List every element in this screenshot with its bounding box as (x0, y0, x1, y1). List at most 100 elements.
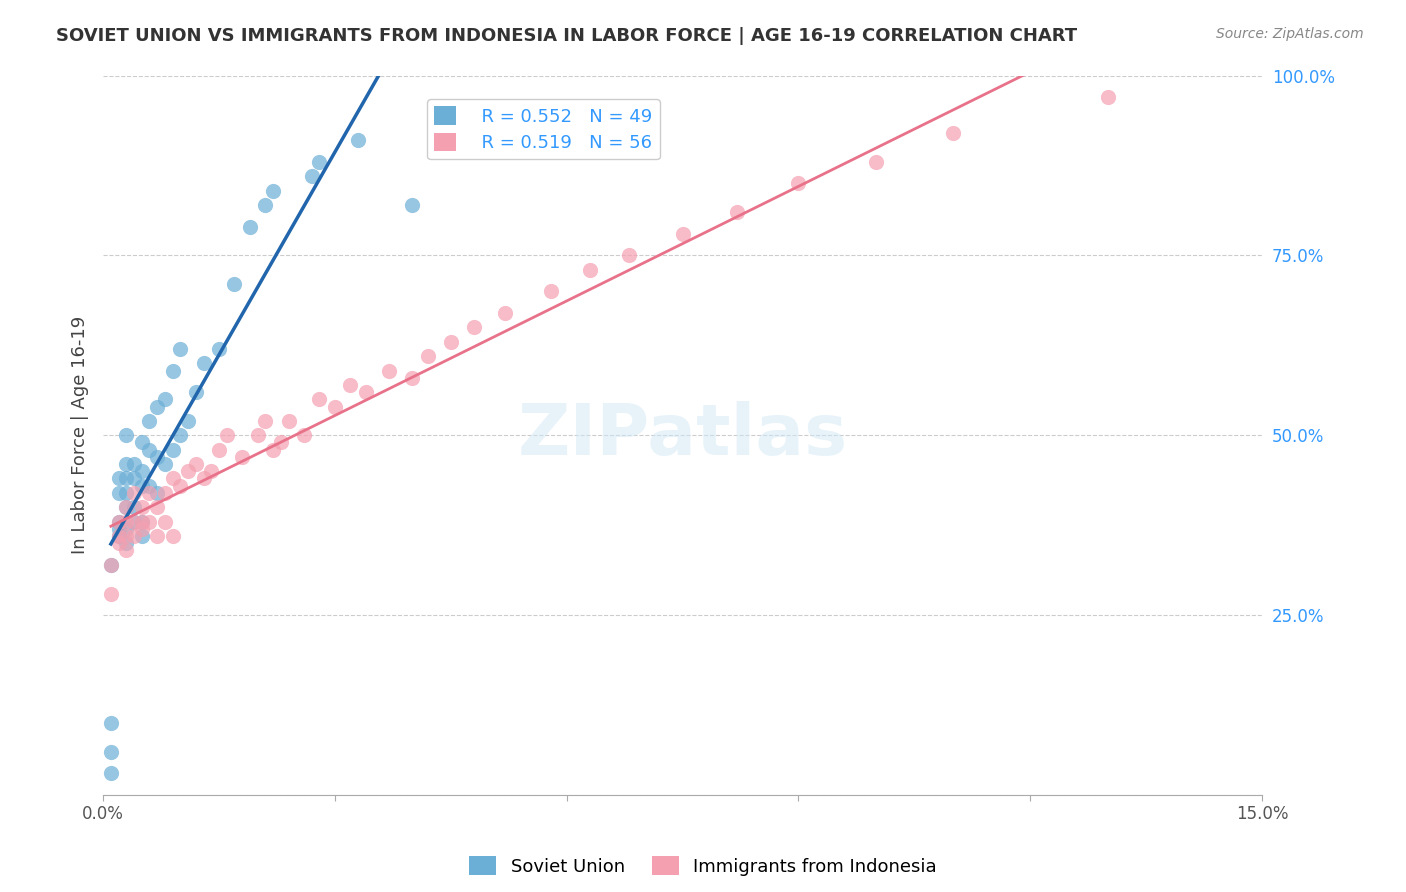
Point (107, 536, 129, 550)
Point (107, 522, 129, 536)
Point (1097, 90, 1119, 104)
Point (277, 414, 299, 428)
Point (787, 177, 810, 191)
Point (153, 457, 176, 471)
Point (224, 277, 246, 292)
Point (122, 486, 145, 500)
Point (292, 428, 315, 442)
Point (100, 716, 122, 731)
Point (100, 586, 122, 600)
Point (131, 515, 153, 529)
Point (617, 248, 640, 262)
Point (146, 500, 169, 515)
Point (107, 486, 129, 500)
Point (200, 464, 222, 478)
Point (239, 219, 262, 234)
Point (122, 457, 145, 471)
Point (169, 478, 191, 492)
Point (122, 515, 145, 529)
Point (308, 154, 330, 169)
Point (115, 522, 138, 536)
Legend: Soviet Union, Immigrants from Indonesia: Soviet Union, Immigrants from Indonesia (461, 849, 945, 883)
Point (254, 414, 277, 428)
Point (323, 400, 346, 414)
Point (115, 500, 138, 515)
Point (401, 370, 423, 384)
Point (115, 515, 138, 529)
Point (138, 442, 160, 457)
Point (416, 349, 439, 363)
Point (262, 184, 284, 198)
Point (262, 442, 284, 457)
Point (146, 486, 169, 500)
Point (131, 500, 153, 515)
Point (579, 262, 602, 277)
Point (100, 558, 122, 572)
Point (193, 471, 215, 485)
Point (115, 486, 138, 500)
Point (131, 464, 153, 478)
Point (254, 198, 277, 212)
Point (131, 478, 153, 492)
Point (463, 320, 485, 334)
Point (107, 529, 129, 543)
Point (339, 378, 361, 392)
Legend:   R = 0.552   N = 49,   R = 0.519   N = 56: R = 0.552 N = 49, R = 0.519 N = 56 (427, 99, 659, 160)
Point (100, 558, 122, 572)
Point (122, 471, 145, 485)
Point (146, 400, 169, 414)
Point (671, 227, 693, 241)
Point (540, 285, 562, 299)
Point (115, 457, 138, 471)
Point (193, 356, 215, 370)
Point (115, 500, 138, 515)
Point (401, 198, 423, 212)
Point (162, 529, 184, 543)
Point (115, 536, 138, 550)
Point (354, 385, 377, 400)
Point (107, 471, 129, 485)
Point (138, 515, 160, 529)
Point (100, 745, 122, 759)
Point (122, 500, 145, 515)
Point (942, 126, 965, 140)
Point (153, 515, 176, 529)
Point (246, 428, 269, 442)
Point (184, 457, 207, 471)
Point (347, 133, 370, 147)
Point (153, 486, 176, 500)
Point (208, 342, 231, 356)
Text: Source: ZipAtlas.com: Source: ZipAtlas.com (1216, 27, 1364, 41)
Point (162, 442, 184, 457)
Point (308, 392, 330, 407)
Point (107, 529, 129, 543)
Point (494, 306, 516, 320)
Point (169, 428, 191, 442)
Y-axis label: In Labor Force | Age 16-19: In Labor Force | Age 16-19 (72, 316, 89, 555)
Point (215, 428, 238, 442)
Text: ZIPatlas: ZIPatlas (517, 401, 848, 470)
Point (131, 529, 153, 543)
Point (169, 342, 191, 356)
Point (162, 363, 184, 377)
Point (440, 334, 463, 349)
Point (138, 478, 160, 492)
Point (131, 522, 153, 536)
Point (115, 543, 138, 558)
Point (131, 435, 153, 450)
Point (122, 529, 145, 543)
Point (177, 464, 200, 478)
Point (231, 450, 253, 464)
Point (115, 529, 138, 543)
Point (270, 435, 292, 450)
Point (131, 515, 153, 529)
Point (208, 442, 231, 457)
Point (177, 414, 200, 428)
Point (115, 428, 138, 442)
Point (107, 515, 129, 529)
Point (100, 766, 122, 780)
Point (865, 154, 887, 169)
Point (725, 205, 748, 219)
Point (115, 471, 138, 485)
Point (146, 529, 169, 543)
